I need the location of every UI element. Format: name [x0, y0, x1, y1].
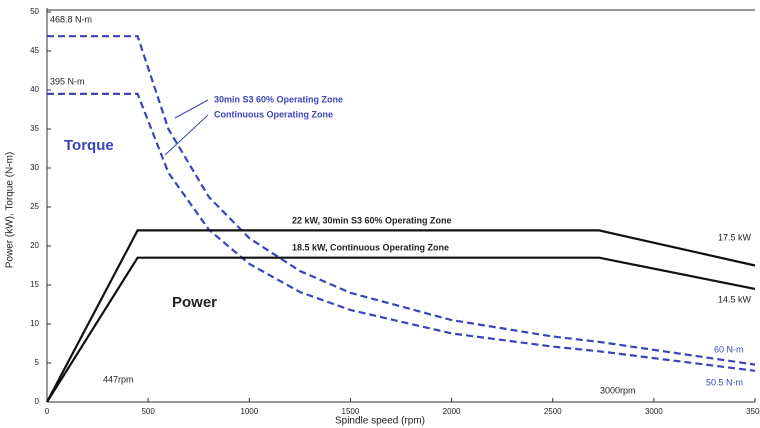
- x-tick-label: 2000: [443, 407, 461, 416]
- y-tick-label: 25: [30, 202, 39, 211]
- x-tick-label: 0: [45, 407, 50, 416]
- series-line: [46, 229, 756, 403]
- annotation: Torque: [64, 137, 114, 154]
- arrow: [164, 114, 209, 156]
- series-label: 18.5 kW, Continuous Operating Zone: [292, 242, 449, 252]
- series-line: [47, 92, 756, 372]
- annotation: 468.8 N-m: [50, 14, 92, 24]
- y-tick-label: 15: [30, 280, 39, 289]
- annotation: 395 N-m: [50, 76, 85, 86]
- annotation: 17.5 kW: [718, 232, 752, 242]
- y-axis-label: Power (kW), Torque (N-m): [5, 152, 16, 269]
- series-line: [46, 256, 756, 403]
- annotation: 3000rpm: [600, 385, 636, 395]
- series-label: Continuous Operating Zone: [214, 109, 333, 119]
- x-tick-label: 500: [141, 407, 155, 416]
- x-tick-label: 2500: [544, 407, 562, 416]
- x-tick-label: 1500: [342, 407, 360, 416]
- annotation: 50.5 N-m: [706, 377, 743, 387]
- y-tick-label: 30: [30, 163, 39, 172]
- y-tick-label: 5: [35, 358, 40, 367]
- y-tick-label: 50: [30, 7, 39, 16]
- series-label: 22 kW, 30min S3 60% Operating Zone: [292, 215, 452, 225]
- y-tick-label: 20: [30, 241, 39, 250]
- arrow: [174, 99, 209, 119]
- x-tick-label: 1000: [240, 407, 258, 416]
- y-tick-label: 0: [35, 397, 40, 406]
- y-tick-label: 35: [30, 124, 39, 133]
- series-label: 30min S3 60% Operating Zone: [214, 94, 343, 104]
- y-tick-label: 45: [30, 46, 39, 55]
- y-tick-label: 40: [30, 85, 39, 94]
- annotation: Power: [172, 294, 217, 311]
- annotation: 14.5 kW: [718, 294, 752, 304]
- x-tick-label: 3500: [746, 407, 760, 416]
- x-tick-label: 3000: [645, 407, 663, 416]
- x-axis-label: Spindle speed (rpm): [335, 416, 425, 427]
- series-line: [47, 35, 756, 366]
- annotation: 447rpm: [103, 374, 134, 384]
- annotation: 60 N-m: [714, 344, 744, 354]
- y-tick-label: 10: [30, 319, 39, 328]
